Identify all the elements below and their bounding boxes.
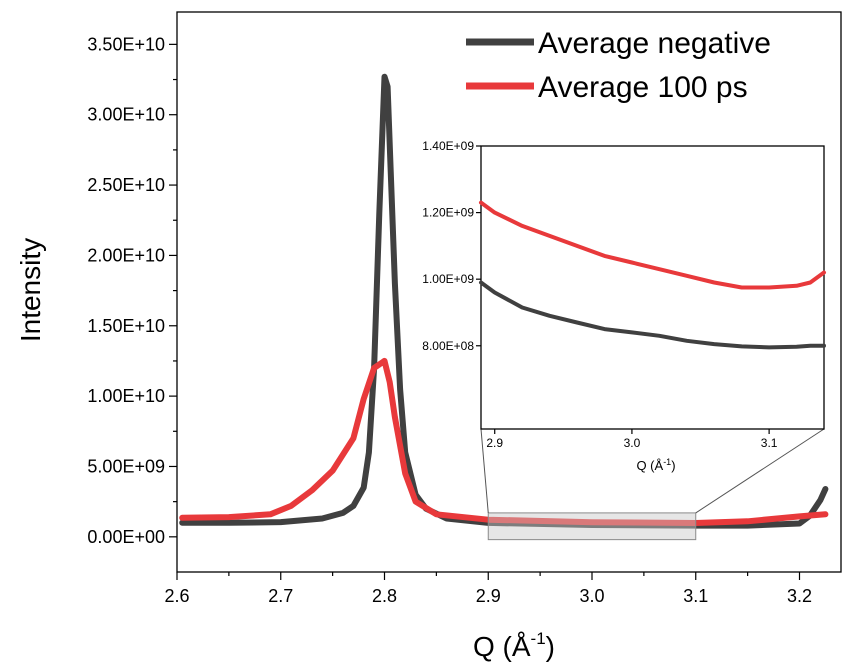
inset-axes: 2.9 3.0 3.1 8.00E+08 1.00E+09 1.20E+09 1.40E+0… — [422, 139, 825, 450]
legend-label-average-100ps: Average 100 ps — [538, 71, 748, 104]
main-series-average-100-ps — [179, 357, 829, 526]
zoom-marker — [480, 428, 825, 541]
inset-frame — [480, 145, 825, 430]
inset-series-average-negative — [479, 280, 826, 350]
inset-x-tick-label: 3.1 — [761, 436, 778, 450]
main-y-tick-label: 2.00E+10 — [87, 245, 165, 265]
x-axis-label: Q (Å-1) — [473, 629, 555, 662]
zoom-region-box — [487, 512, 697, 541]
inset-series — [479, 200, 826, 350]
main-y-tick-label: 3.50E+10 — [87, 34, 165, 54]
main-series-average-negative — [179, 73, 829, 529]
main-series — [179, 73, 829, 529]
main-x-tick-label: 2.6 — [164, 586, 189, 606]
legend-label-average-negative: Average negative — [538, 27, 771, 60]
inset-x-axis-label: Q (Å-1) — [636, 457, 675, 473]
main-y-tick-label: 1.00E+10 — [87, 386, 165, 406]
main-y-tick-label: 2.50E+10 — [87, 175, 165, 195]
main-y-tick-label: 3.00E+10 — [87, 105, 165, 125]
y-axis-label: Intensity — [15, 238, 46, 342]
main-x-tick-label: 3.1 — [683, 586, 708, 606]
inset-y-tick-label: 1.20E+09 — [422, 206, 474, 220]
main-x-tick-label: 3.0 — [579, 586, 604, 606]
main-x-tick-label: 3.2 — [787, 586, 812, 606]
inset-y-tick-label: 1.00E+09 — [422, 272, 474, 286]
main-x-tick-label: 2.7 — [268, 586, 293, 606]
inset-x-tick-label: 3.0 — [624, 436, 641, 450]
inset-y-tick-label: 1.40E+09 — [422, 139, 474, 153]
inset-x-tick-label: 2.9 — [486, 436, 503, 450]
main-axes: 2.6 2.7 2.8 2.9 3.0 3.1 3.2 0.00E+00 5.00E+09 1.0… — [87, 11, 842, 606]
zoom-connector-right — [695, 428, 825, 514]
inset-y-tick-label: 8.00E+08 — [422, 339, 474, 353]
legend: Average negative Average 100 ps — [466, 27, 771, 104]
main-y-tick-label: 1.50E+10 — [87, 316, 165, 336]
main-y-tick-label: 0.00E+00 — [87, 527, 165, 547]
main-x-tick-label: 2.8 — [372, 586, 397, 606]
main-y-tick-label: 5.00E+09 — [87, 456, 165, 476]
zoom-connector-left — [480, 428, 489, 513]
inset-series-average-100-ps — [479, 200, 826, 290]
main-x-tick-label: 2.9 — [476, 586, 501, 606]
main-frame — [176, 11, 842, 573]
